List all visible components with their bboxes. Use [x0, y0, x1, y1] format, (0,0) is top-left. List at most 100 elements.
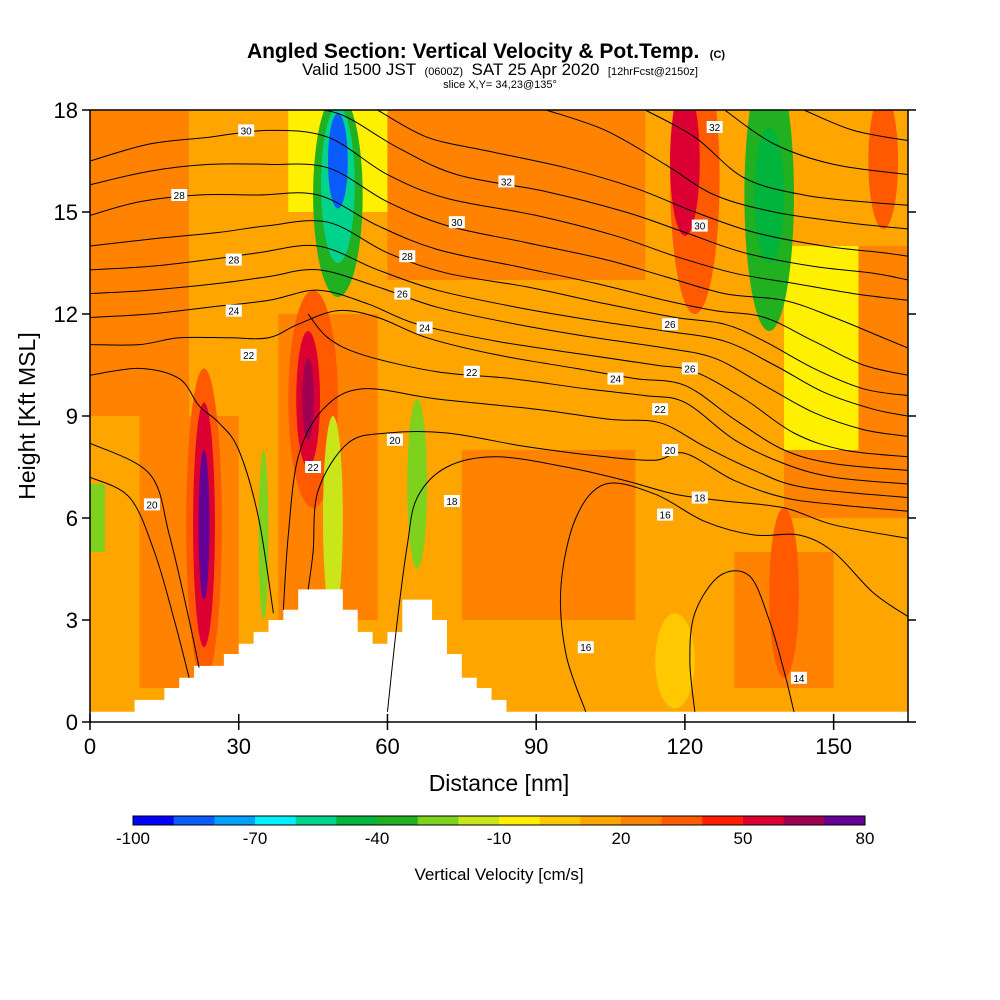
velocity-region	[90, 484, 105, 552]
contour-label-bg	[577, 641, 594, 654]
colorbar-swatch	[661, 816, 703, 825]
velocity-cell	[670, 110, 700, 236]
x-tick-label: 150	[815, 734, 852, 759]
contour-label-bg	[498, 175, 515, 188]
colorbar-swatch	[702, 816, 744, 825]
slice-label: slice X,Y= 34,23@135°	[443, 79, 557, 91]
colorbar-tick-label: -10	[487, 829, 512, 848]
contour-label: 30	[694, 222, 706, 233]
y-tick-label: 12	[54, 302, 78, 327]
velocity-cell	[407, 399, 428, 569]
theta-contour	[90, 269, 908, 437]
contour-label: 22	[243, 351, 255, 362]
theta-contour	[803, 110, 908, 142]
velocity-cell	[198, 450, 210, 600]
contour-label-bg	[448, 216, 465, 229]
contour-label: 32	[709, 123, 721, 134]
colorbar-swatch	[133, 816, 175, 825]
y-axis: 0 3 6 9 12 15 18	[54, 98, 916, 735]
contour-label: 18	[446, 497, 458, 508]
subtitle-valid: Valid 1500 JST	[302, 60, 416, 79]
contour-label: 30	[241, 126, 253, 137]
contour-label-bg	[691, 219, 708, 232]
contour-label: 16	[660, 511, 672, 522]
velocity-cell	[302, 358, 315, 440]
subtitle-forecast: [12hrFcst@2150z]	[608, 66, 698, 78]
contour-label-bg	[238, 124, 255, 137]
colorbar-swatch	[255, 816, 297, 825]
theta-contour	[90, 309, 908, 471]
velocity-field	[90, 110, 908, 722]
contour-label-bg	[691, 491, 708, 504]
x-tick-label: 60	[375, 734, 399, 759]
theta-contour	[90, 289, 908, 458]
theta-contour	[377, 110, 908, 257]
y-tick-label: 6	[66, 506, 78, 531]
colorbar-swatch	[336, 816, 378, 825]
subtitle-date: SAT 25 Apr 2020	[472, 60, 600, 79]
theta-contour	[689, 570, 795, 712]
contour-label-bg	[416, 321, 433, 334]
y-tick-label: 0	[66, 710, 78, 735]
contour-label-bg	[662, 318, 679, 331]
theta-contour	[90, 220, 908, 397]
theta-contour	[282, 388, 908, 610]
colorbar-tick-label: -70	[243, 829, 268, 848]
contour-label: 32	[501, 177, 513, 188]
contour-label: 30	[451, 218, 463, 229]
contour-label-bg	[706, 121, 723, 133]
contour-label-bg	[652, 403, 669, 416]
terrain-mask	[90, 589, 908, 722]
velocity-cell	[655, 613, 695, 709]
contour-label: 20	[389, 436, 401, 447]
colorbar-swatch	[499, 816, 541, 825]
contour-label: 28	[174, 191, 186, 202]
contour-label: 20	[664, 446, 676, 457]
contour-label-bg	[657, 508, 674, 521]
x-axis-title: Distance [nm]	[429, 770, 570, 796]
colorbar-swatch	[539, 816, 581, 825]
contour-label-bg	[399, 250, 416, 263]
velocity-cell	[754, 127, 785, 263]
contour-label-bg	[463, 365, 480, 378]
colorbar-tick-label: 20	[612, 829, 631, 848]
contour-label: 22	[466, 368, 478, 379]
terrain-layer	[90, 589, 908, 722]
contour-label-bg	[143, 498, 160, 511]
colorbar-swatch	[743, 816, 785, 825]
velocity-region	[387, 110, 646, 280]
theta-contour	[90, 367, 274, 614]
velocity-region	[784, 246, 859, 450]
colorbar-tick-label: -100	[116, 829, 150, 848]
subtitle-zulu: (0600Z)	[425, 66, 464, 78]
colorbar-tick-label: -40	[365, 829, 390, 848]
contour-label-bg	[386, 433, 403, 446]
theta-contour	[307, 313, 908, 485]
theta-contour	[645, 110, 908, 206]
velocity-cell	[327, 113, 348, 209]
y-tick-label: 15	[54, 200, 78, 225]
velocity-cell	[258, 450, 269, 620]
contour-label: 14	[793, 674, 805, 685]
theta-contour	[545, 110, 908, 230]
theta-contour	[559, 482, 908, 712]
velocity-region	[461, 450, 636, 620]
colorbar-swatch	[580, 816, 622, 825]
contour-label-bg	[607, 372, 624, 385]
velocity-cell	[868, 110, 899, 229]
x-tick-label: 90	[524, 734, 548, 759]
velocity-cell	[769, 507, 799, 678]
contour-label: 26	[664, 320, 676, 331]
x-tick-label: 120	[667, 734, 704, 759]
contour-label: 24	[228, 307, 240, 318]
contour-label: 28	[228, 256, 240, 267]
colorbar-swatch	[173, 816, 215, 825]
theta-contour	[724, 110, 908, 176]
theta-contour	[90, 129, 908, 301]
velocity-region	[90, 110, 190, 416]
x-tick-label: 30	[226, 734, 250, 759]
velocity-cell	[323, 416, 343, 620]
contour-label-bg	[305, 461, 322, 473]
contour-label: 26	[397, 290, 409, 301]
colorbar-title: Vertical Velocity [cm/s]	[414, 865, 583, 884]
